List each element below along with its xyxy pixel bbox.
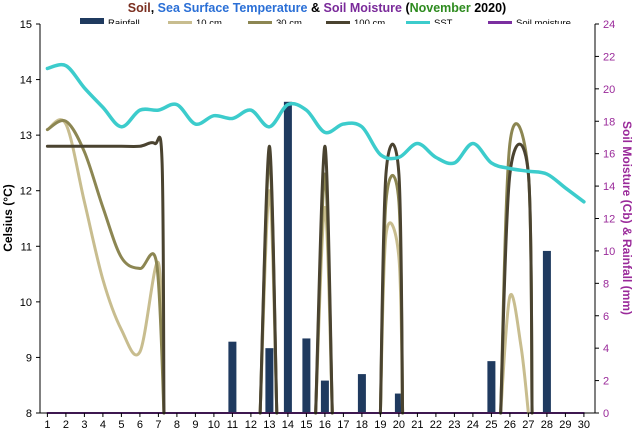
series-line-30-cm: [45, 118, 166, 415]
x-tick-label: 27: [522, 419, 534, 431]
y-tick-label-left: 13: [20, 130, 32, 142]
title-part: 2020): [471, 1, 506, 15]
x-tick-label: 29: [559, 419, 571, 431]
rainfall-bars: [228, 101, 551, 414]
x-tick-label: 17: [337, 419, 349, 431]
rainfall-bar: [542, 250, 551, 413]
x-tick-label: 21: [411, 419, 423, 431]
x-tick-label: 22: [430, 419, 442, 431]
y-tick-label-left: 12: [20, 186, 32, 198]
title-part: ,: [151, 1, 158, 15]
legend-label: Rainfall: [108, 18, 140, 29]
y-tick-label-right: 8: [603, 278, 609, 290]
y-tick-label-right: 6: [603, 311, 609, 323]
y-tick-label-left: 14: [20, 75, 32, 87]
x-tick-label: 9: [192, 419, 198, 431]
y-tick-label-right: 16: [603, 149, 615, 161]
y-tick-label-right: 14: [603, 181, 615, 193]
rainfall-bar: [487, 361, 496, 413]
x-tick-label: 24: [467, 419, 479, 431]
y-tick-label-right: 22: [603, 51, 615, 63]
x-tick-label: 16: [319, 419, 331, 431]
x-tick-label: 10: [208, 419, 220, 431]
x-tick-label: 3: [81, 419, 87, 431]
title-part: Sea Surface Temperature: [158, 1, 308, 15]
rainfall-bar: [283, 101, 292, 414]
y-axis-label-right: Soil Moisture (Cb) & Rainfall (mm): [620, 121, 634, 315]
x-tick-label: 6: [137, 419, 143, 431]
series-line-10-cm: [499, 292, 530, 415]
rainfall-bar: [228, 341, 237, 413]
series-line-10-cm: [45, 118, 166, 415]
y-tick-label-right: 20: [603, 84, 615, 96]
x-tick-label: 23: [448, 419, 460, 431]
y-tick-label-left: 10: [20, 297, 32, 309]
x-tick-label: 2: [63, 419, 69, 431]
x-tick-label: 12: [245, 419, 257, 431]
legend-label: Soil moisture: [516, 18, 571, 29]
x-tick-label: 18: [356, 419, 368, 431]
legend-label: SST: [434, 18, 453, 29]
series-line-100-cm: [314, 144, 334, 415]
x-tick-label: 15: [300, 419, 312, 431]
title-part: &: [308, 1, 324, 15]
y-tick-label-left: 15: [20, 19, 32, 31]
x-tick-label: 4: [100, 419, 106, 431]
legend: Rainfall 10 cm 30 cm 100 cm SST Soil moisture: [80, 18, 571, 29]
legend-label: 10 cm: [196, 18, 222, 29]
x-tick-label: 7: [155, 419, 161, 431]
chart-title: Soil, Sea Surface Temperature & Soil Moi…: [128, 1, 506, 15]
x-ticks: 1 2 3 4 5 6 7 8 9 10 11 12 13 14 15 16 17 18 19 20 21 22 23 24 2…: [44, 413, 590, 431]
x-tick-label: 19: [374, 419, 386, 431]
x-tick-label: 1: [44, 419, 50, 431]
y-tick-label-right: 2: [603, 376, 609, 388]
title-part: Soil Moisture: [323, 1, 402, 15]
series-line-100-cm: [378, 142, 405, 415]
y-ticks-left: 8 9 10 11 12 13 14 15: [20, 19, 40, 420]
y-tick-label-right: 24: [603, 19, 615, 31]
x-tick-label: 25: [485, 419, 497, 431]
x-tick-label: 5: [118, 419, 124, 431]
rainfall-bar: [394, 393, 403, 413]
legend-label: 30 cm: [276, 18, 302, 29]
y-tick-label-left: 9: [26, 352, 32, 364]
y-tick-label-right: 18: [603, 116, 615, 128]
y-axis-label-left: Celsius (°C): [1, 184, 15, 251]
rainfall-bar: [302, 338, 311, 413]
x-tick-label: 11: [227, 419, 238, 431]
y-tick-label-right: 4: [603, 343, 609, 355]
series-line-100-cm: [499, 142, 534, 415]
y-tick-label-right: 0: [603, 408, 609, 420]
rainfall-bar: [357, 374, 366, 413]
x-tick-label: 28: [541, 419, 553, 431]
x-tick-label: 26: [504, 419, 516, 431]
x-tick-label: 30: [578, 419, 590, 431]
y-tick-label-left: 11: [21, 241, 32, 253]
series-line-100-cm: [45, 135, 166, 415]
rainfall-bar: [265, 348, 274, 413]
title-part: Soil: [128, 1, 151, 15]
title-part: November: [410, 1, 471, 15]
x-tick-label: 8: [174, 419, 180, 431]
rainfall-bar: [320, 380, 329, 413]
x-tick-label: 20: [393, 419, 405, 431]
legend-label: 100 cm: [354, 18, 385, 29]
title-part: (: [402, 1, 410, 15]
y-tick-label-left: 8: [26, 408, 32, 420]
legend-swatch: [80, 18, 104, 27]
y-tick-label-right: 10: [603, 246, 615, 258]
y-tick-label-right: 12: [603, 214, 615, 226]
series-line-sst: [45, 62, 586, 204]
x-tick-label: 13: [263, 419, 275, 431]
series-line-100-cm: [258, 144, 279, 415]
x-tick-label: 14: [282, 419, 294, 431]
